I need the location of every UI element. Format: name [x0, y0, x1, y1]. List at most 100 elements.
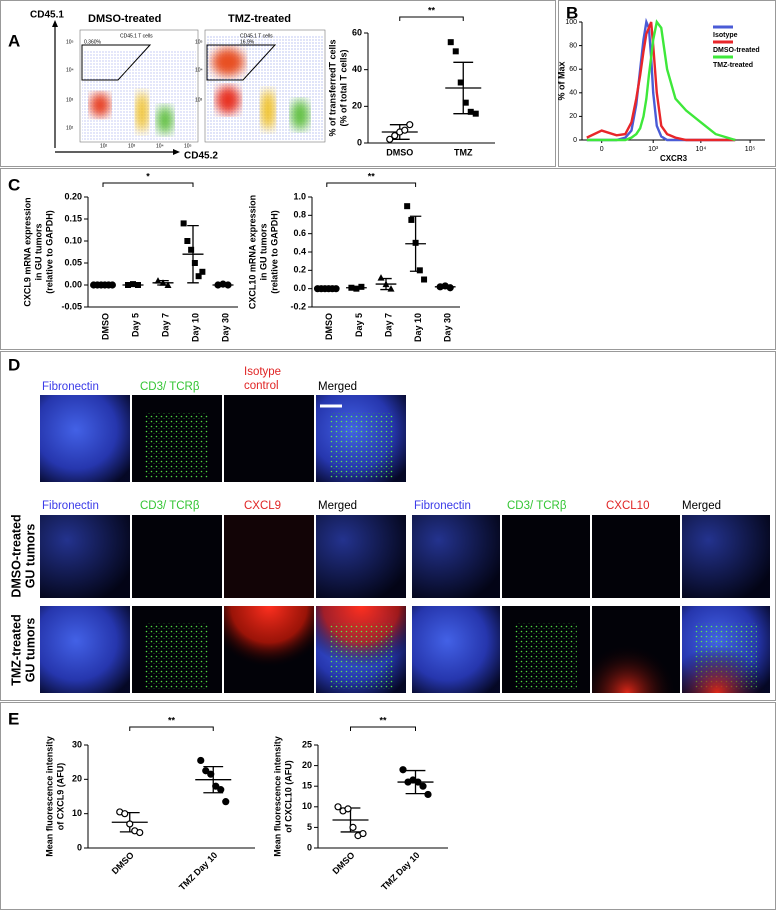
y-tick-label: 15 [302, 781, 312, 791]
flow-title: TMZ-treated [228, 13, 291, 25]
y-tick-label: 20 [302, 760, 312, 770]
data-point [197, 756, 205, 765]
flow-y-label: CD45.1 [30, 10, 64, 21]
significance-label: ** [428, 5, 436, 15]
row-label: GU tumors [23, 524, 37, 589]
y-tick-label: 0.10 [64, 235, 82, 245]
data-point [199, 268, 206, 275]
data-point [332, 285, 340, 293]
data-point [191, 260, 198, 266]
y-tick-label: 20 [72, 774, 82, 784]
y-axis-label: (relative to GAPDH) [269, 210, 279, 294]
data-point [188, 246, 195, 253]
data-point [406, 121, 414, 129]
data-point [446, 284, 454, 292]
data-point [207, 770, 215, 778]
data-point [457, 79, 464, 86]
data-point [447, 39, 454, 46]
stain-header: CXCL9 [244, 500, 281, 512]
stain-header: Merged [318, 381, 357, 393]
y-tick-label: 0.4 [293, 246, 306, 256]
data-point [349, 823, 357, 832]
y-tick-label: 0.6 [293, 228, 306, 238]
data-point [386, 135, 394, 143]
x-tick-label: DMSO [386, 147, 413, 157]
stain-header: Merged [318, 500, 357, 512]
channel [515, 623, 577, 689]
x-axis-label: CXCR3 [660, 154, 688, 163]
y-tick-label: 0.00 [64, 279, 82, 289]
y-tick-label: 40 [352, 64, 362, 74]
panel-label: B [566, 3, 578, 22]
histogram-line [586, 21, 736, 142]
data-point [348, 284, 355, 291]
x-tick-label: Day 5 [354, 313, 364, 337]
data-point [164, 281, 172, 288]
stain-header: CD3/ TCRβ [140, 381, 200, 393]
data-point [180, 220, 187, 227]
data-point [130, 281, 136, 288]
y-tick-label: 10 [302, 801, 312, 811]
channel [329, 623, 393, 689]
flow-tick: 10⁵ [195, 39, 203, 45]
y-axis-label: (relative to GAPDH) [44, 210, 54, 294]
channel [145, 412, 209, 478]
data-point [416, 267, 423, 274]
channel [145, 623, 209, 689]
y-axis-label: % of Max [556, 61, 566, 100]
arrow-head [52, 20, 58, 27]
y-tick-label: 30 [72, 739, 82, 749]
x-tick-label: TMZ Day 10 [177, 850, 219, 892]
data-point [212, 782, 220, 790]
gate [81, 44, 152, 81]
legend-label: DMSO-treated [713, 47, 760, 54]
x-tick-label: TMZ Day 10 [379, 850, 421, 892]
y-tick-label: 10 [72, 808, 82, 818]
image [592, 515, 680, 598]
y-tick-label: 20 [569, 113, 577, 120]
y-tick-label: 25 [302, 739, 312, 749]
y-axis-label: (% of total T cells) [338, 49, 348, 126]
data-point [184, 238, 191, 244]
error-bar [187, 224, 199, 284]
data-point [401, 126, 409, 134]
significance-bracket [350, 726, 416, 731]
data-point [108, 281, 116, 289]
y-tick-label: -0.05 [61, 301, 82, 311]
data-point [353, 285, 360, 292]
density [216, 86, 240, 114]
x-tick-label: 10³ [648, 146, 659, 153]
y-tick-label: 0 [77, 842, 82, 852]
flow-plot: CD45.1 T cells 16.9% TMZ-treated 10³ 10⁴… [195, 13, 326, 143]
data-point [472, 110, 479, 117]
y-tick-label: 0.15 [64, 213, 82, 223]
data-point [359, 829, 367, 838]
data-point [126, 820, 134, 828]
x-tick-label: Day 7 [160, 313, 170, 337]
flow-x-label: CD45.2 [184, 151, 218, 162]
y-tick-label: 0.0 [293, 283, 306, 293]
data-point [222, 798, 230, 806]
y-axis-label: of CXCL9 (AFU) [55, 763, 65, 831]
panel-border [558, 0, 776, 167]
image [132, 515, 222, 598]
stain-header: Merged [682, 500, 721, 512]
flow-tick: 10⁴ [156, 143, 164, 149]
x-tick-label: 0 [600, 146, 604, 153]
gate-label: CD45.1 T cells [240, 33, 273, 39]
data-point [382, 280, 390, 288]
data-point [154, 277, 162, 284]
data-point [344, 805, 352, 813]
data-point [419, 782, 427, 790]
x-tick-label: DMSO [100, 313, 110, 340]
density [261, 90, 275, 130]
stain-header: Fibronectin [42, 500, 99, 512]
flow-title: DMSO-treated [88, 13, 161, 25]
flow-tick: 10⁴ [66, 67, 74, 73]
panel-label: A [8, 31, 20, 50]
data-point [136, 828, 144, 837]
stain-header: Isotype [244, 366, 281, 378]
channel [329, 412, 393, 478]
y-axis-label: of CXCL10 (AFU) [283, 760, 293, 833]
